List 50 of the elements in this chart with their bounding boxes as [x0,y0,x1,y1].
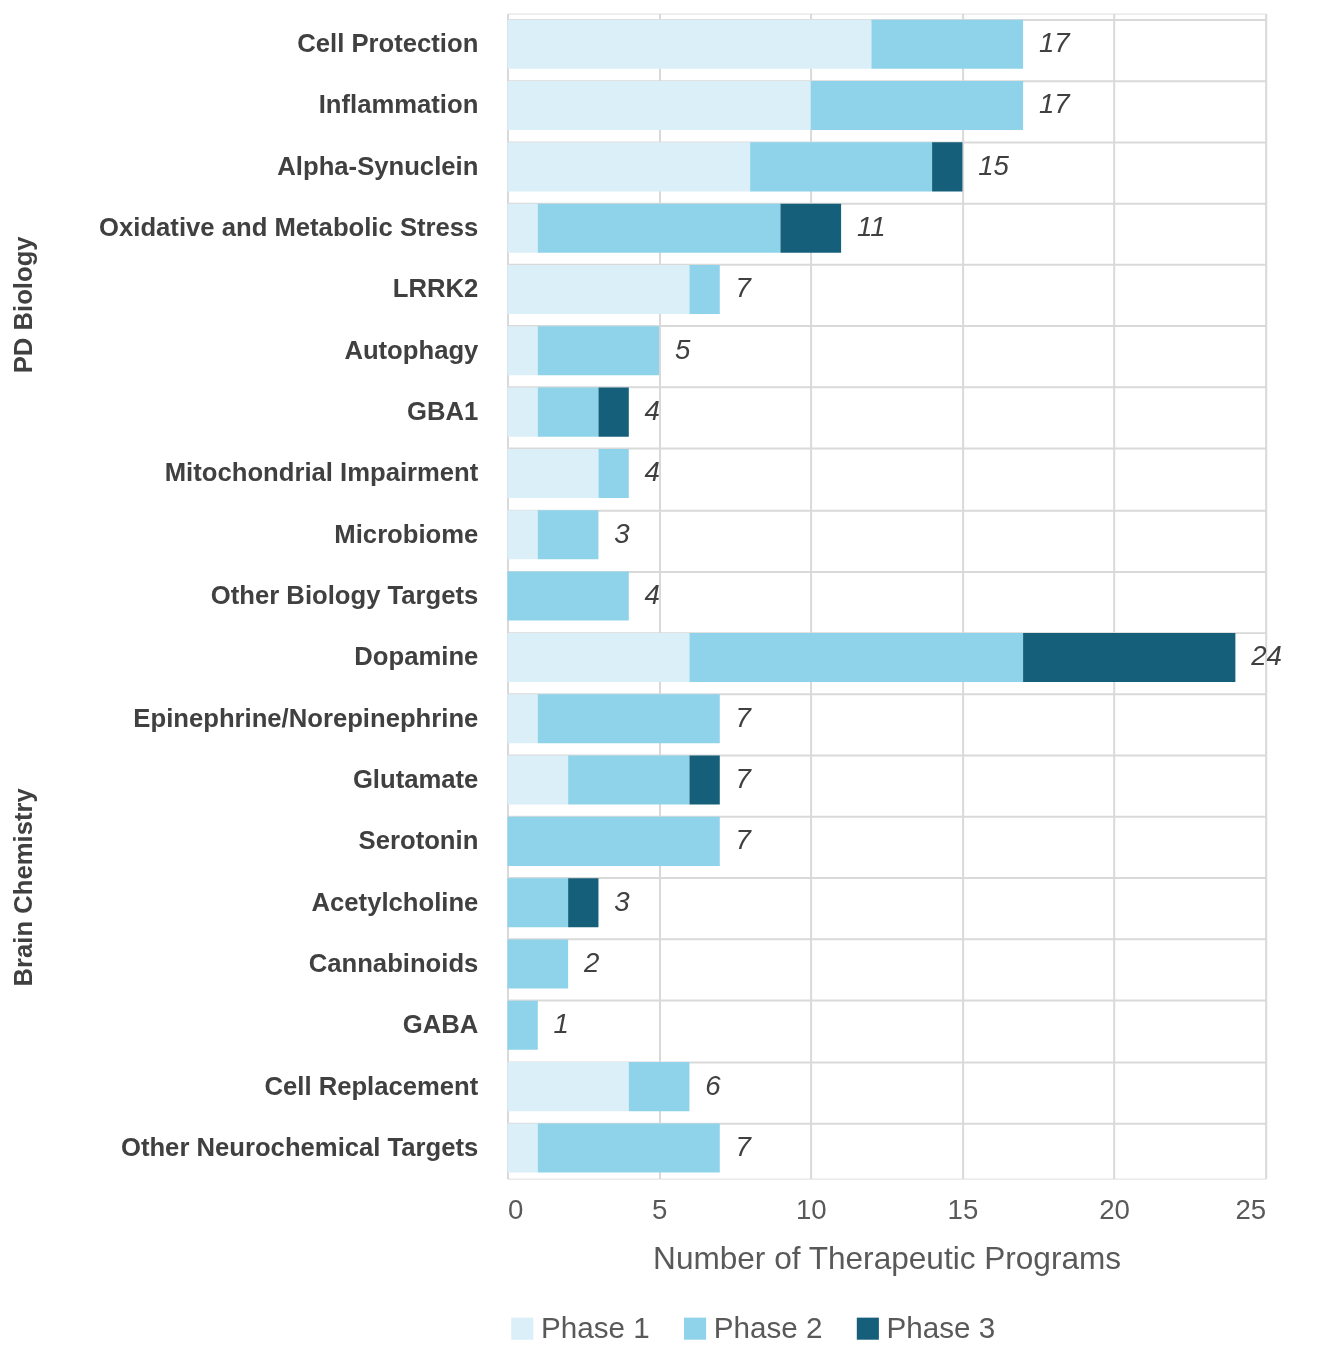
total-label: 7 [735,762,753,794]
x-tick-label: 10 [795,1193,827,1225]
y-tick-label: Inflammation [318,90,479,119]
legend-label: Phase 2 [713,1310,823,1344]
y-tick-label: Acetylcholine [311,887,479,916]
y-tick-label: Alpha-Synuclein [277,151,479,180]
y-tick-label: Cell Protection [297,29,479,58]
legend-label: Phase 3 [886,1310,996,1344]
x-tick-label: 5 [651,1193,668,1225]
y-tick-label: Epinephrine/Norepinephrine [133,703,479,732]
y-tick-label: Oxidative and Metabolic Stress [99,213,479,242]
y-tick-label: Dopamine [354,642,479,671]
total-label: 4 [644,578,660,610]
total-label: 7 [735,701,753,733]
x-tick-label: 0 [507,1193,524,1225]
total-label: 15 [978,149,1010,181]
y-tick-label: Mitochondrial Impairment [164,458,479,487]
y-tick-label: Serotonin [358,826,479,855]
total-label: 5 [674,333,691,365]
total-label: 7 [735,272,753,304]
y-tick-label: Autophagy [344,335,480,364]
x-axis-title: Number of Therapeutic Programs [653,1239,1122,1276]
y-tick-label: GBA1 [407,397,479,426]
x-tick-label: 20 [1099,1193,1130,1225]
text: Brain Chemistry [8,787,37,987]
total-label: 2 [582,946,600,978]
y-tick-label: Glutamate [352,764,479,793]
total-label: 3 [614,885,631,917]
x-tick-label: 25 [1235,1193,1267,1225]
y-tick-label: GABA [402,1010,479,1039]
text: PD Biology [8,235,37,374]
legend-label: Phase 1 [541,1310,650,1344]
total-label: 3 [614,517,631,549]
total-label: 1 [553,1008,569,1040]
total-label: 7 [735,824,753,856]
total-label: 11 [856,211,886,243]
total-label: 4 [644,456,660,488]
total-label: 6 [705,1069,722,1101]
y-tick-label: Other Biology Targets [210,580,479,609]
y-tick-label: Microbiome [334,519,479,548]
x-tick-label: 15 [947,1193,979,1225]
y-tick-label: LRRK2 [392,274,479,303]
total-label: 17 [1038,88,1072,120]
y-tick-label: Other Neurochemical Targets [120,1132,479,1161]
total-label: 4 [644,395,660,427]
total-label: 7 [735,1130,753,1162]
total-label: 24 [1250,640,1282,672]
total-label: 17 [1038,27,1072,59]
y-tick-label: Cell Replacement [264,1071,479,1100]
y-tick-label: Cannabinoids [308,948,479,977]
